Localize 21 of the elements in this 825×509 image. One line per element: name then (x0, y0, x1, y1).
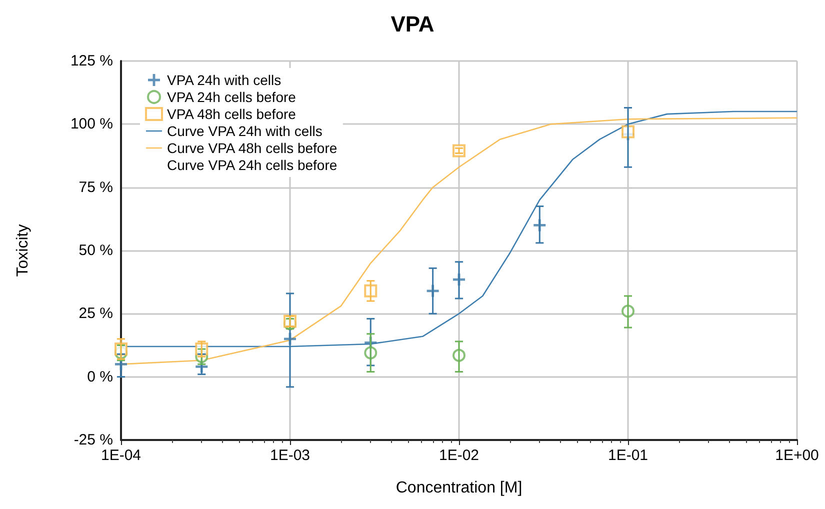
y-tick-label: 100 % (70, 116, 113, 133)
y-tick-label: 75 % (78, 178, 113, 196)
legend-label: VPA 24h cells before (167, 89, 296, 105)
y-axis-title: Toxicity (14, 224, 32, 277)
legend-label: Curve VPA 48h cells before (167, 140, 338, 156)
x-tick-label: 1E-04 (100, 447, 142, 464)
x-tick-label: 1E-01 (608, 447, 648, 464)
y-tick-label: -25 % (74, 432, 113, 448)
legend-label: VPA 48h cells before (167, 106, 296, 122)
x-tick-label: 1E-03 (270, 447, 310, 464)
text: Curve VPA 24h cells before (167, 157, 338, 173)
legend-label: Curve VPA 24h with cells (167, 123, 322, 139)
legend-label: VPA 24h with cells (167, 72, 282, 88)
y-tick-label: 125 % (70, 52, 113, 70)
x-tick-label: 1E+00 (775, 447, 819, 464)
chart-title: VPA (390, 12, 434, 36)
y-tick-label: 25 % (78, 305, 113, 322)
y-tick-label: 0 % (87, 368, 113, 386)
x-tick-label: 1E-02 (438, 447, 480, 464)
x-axis-title: Concentration [M] (396, 480, 522, 496)
y-tick-label: 50 % (78, 242, 113, 259)
